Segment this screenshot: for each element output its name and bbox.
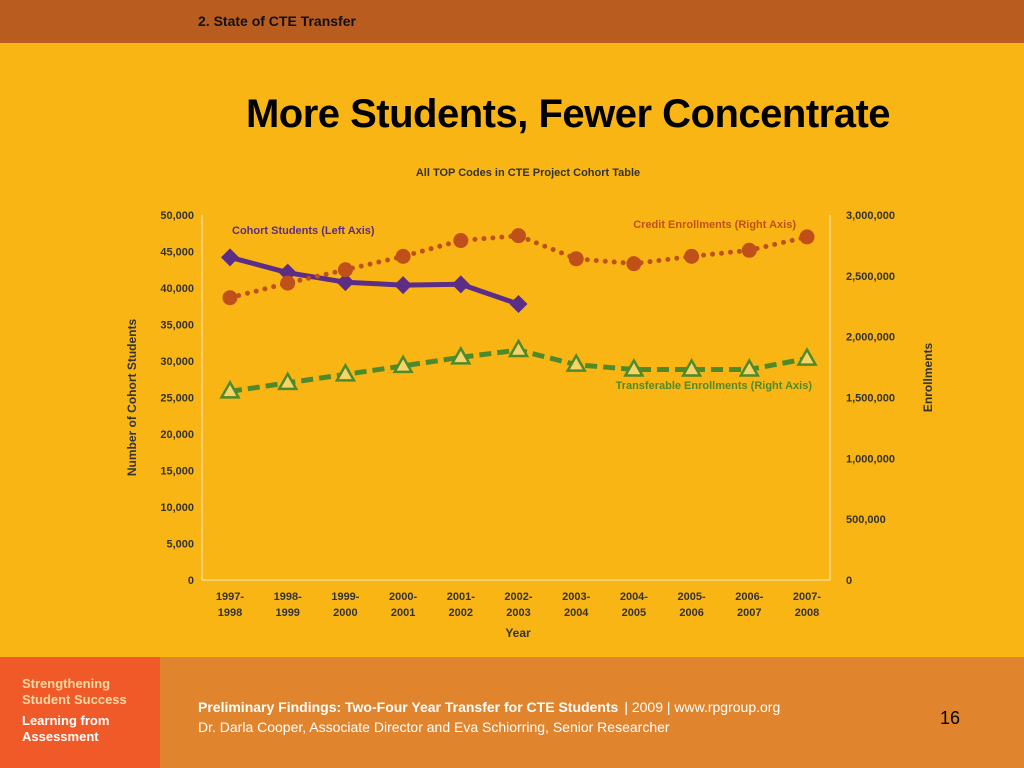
x-tick-label: 2000-2001 xyxy=(389,591,417,619)
y-tick-label: 10,000 xyxy=(160,502,194,514)
y2-tick-label: 2,500,000 xyxy=(846,271,895,283)
chart-title: All TOP Codes in CTE Project Cohort Tabl… xyxy=(416,167,640,179)
data-point xyxy=(451,275,470,294)
data-point xyxy=(453,233,469,249)
y-tick-label: 35,000 xyxy=(160,320,194,332)
x-tick-label: 1998-1999 xyxy=(274,591,302,619)
y-tick-label: 25,000 xyxy=(160,393,194,405)
data-point xyxy=(222,290,238,306)
header-bar xyxy=(0,0,1024,43)
data-point xyxy=(450,345,472,365)
data-point xyxy=(799,229,815,245)
series-line xyxy=(229,254,520,307)
data-point xyxy=(336,273,355,292)
logo-text-line: Student Success xyxy=(22,692,127,707)
report-meta: | 2009 | www.rpgroup.org xyxy=(624,699,781,715)
section-label: 2. State of CTE Transfer xyxy=(198,13,356,29)
x-tick-label: 2004-2005 xyxy=(620,591,648,619)
x-tick-label: 1997-1998 xyxy=(216,591,244,619)
data-point xyxy=(623,357,645,377)
data-point xyxy=(334,362,357,382)
page-number: 16 xyxy=(940,708,961,728)
logo-text-line: Learning from xyxy=(22,713,110,728)
logo-text-line: Strengthening xyxy=(22,676,111,691)
data-point xyxy=(565,353,587,372)
logo-block: Strengthening Student Success Learning f… xyxy=(0,657,160,768)
y2-tick-label: 2,000,000 xyxy=(846,332,895,344)
x-tick-label: 2003-2004 xyxy=(562,591,590,619)
x-tick-label: 2002-2003 xyxy=(504,591,532,619)
data-point xyxy=(507,338,530,358)
data-point xyxy=(337,262,353,278)
data-point xyxy=(277,371,299,391)
slide-title: More Students, Fewer Concentrate xyxy=(245,92,891,136)
y-tick-label: 30,000 xyxy=(160,356,194,368)
data-point xyxy=(680,357,703,377)
data-point xyxy=(511,228,526,244)
data-point xyxy=(394,276,413,295)
report-title: Preliminary Findings: Two-Four Year Tran… xyxy=(198,699,619,715)
x-tick-label: 2006-2007 xyxy=(735,591,763,619)
data-point xyxy=(509,295,528,314)
y-tick-label: 45,000 xyxy=(160,247,194,259)
data-point xyxy=(568,251,584,267)
data-point xyxy=(221,248,239,267)
series-line xyxy=(227,233,810,301)
y2-tick-label: 500,000 xyxy=(846,514,886,526)
data-point xyxy=(796,347,818,366)
chart-container: All TOP Codes in CTE Project Cohort Tabl… xyxy=(110,155,950,650)
x-axis-title: Year xyxy=(505,626,531,640)
line-chart: All TOP Codes in CTE Project Cohort Tabl… xyxy=(125,167,935,640)
footer-authors: Dr. Darla Cooper, Associate Director and… xyxy=(198,719,670,735)
data-point xyxy=(392,354,414,374)
series-label: Credit Enrollments (Right Axis) xyxy=(633,219,796,231)
data-point xyxy=(280,275,296,291)
y2-tick-label: 1,500,000 xyxy=(846,393,895,405)
y-tick-label: 15,000 xyxy=(160,466,194,478)
y2-tick-label: 3,000,000 xyxy=(846,210,895,222)
data-point xyxy=(626,256,642,272)
y2-tick-label: 0 xyxy=(846,575,852,587)
x-tick-label: 2001-2002 xyxy=(447,591,475,619)
data-point xyxy=(738,357,760,377)
y-tick-label: 40,000 xyxy=(160,283,194,295)
y2-tick-label: 1,000,000 xyxy=(846,453,895,465)
y2-axis-title: Enrollments xyxy=(921,343,935,413)
footer-citation: Preliminary Findings: Two-Four Year Tran… xyxy=(198,699,780,715)
x-tick-label: 1999-2000 xyxy=(331,591,359,619)
y-tick-label: 50,000 xyxy=(160,210,194,222)
data-point xyxy=(219,379,241,399)
footer-bar xyxy=(0,657,1024,768)
data-point xyxy=(684,248,700,264)
x-tick-label: 2005-2006 xyxy=(678,591,706,619)
y-tick-label: 0 xyxy=(188,575,194,587)
logo-text-line: Assessment xyxy=(22,729,99,744)
data-point xyxy=(741,242,757,258)
y-axis-title: Number of Cohort Students xyxy=(125,319,139,477)
series-label: Cohort Students (Left Axis) xyxy=(232,225,375,237)
x-tick-label: 2007-2008 xyxy=(793,591,821,619)
y-tick-label: 20,000 xyxy=(160,429,194,441)
series-label: Transferable Enrollments (Right Axis) xyxy=(616,380,813,392)
data-point xyxy=(395,248,411,264)
y-tick-label: 5,000 xyxy=(166,539,194,551)
